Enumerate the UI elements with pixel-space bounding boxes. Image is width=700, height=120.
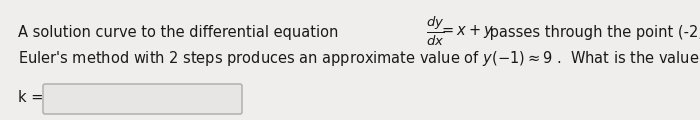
- Text: $= x + y$: $= x + y$: [439, 24, 494, 41]
- Text: A solution curve to the differential equation: A solution curve to the differential equ…: [18, 24, 338, 39]
- Text: k =: k =: [18, 90, 43, 105]
- Text: $\frac{dy}{dx}$: $\frac{dy}{dx}$: [426, 14, 444, 48]
- Text: Euler's method with 2 steps produces an approximate value of $y(-1) \approx 9$ .: Euler's method with 2 steps produces an …: [18, 48, 700, 67]
- Text: passes through the point (-2,k).  Using: passes through the point (-2,k). Using: [485, 24, 700, 39]
- FancyBboxPatch shape: [43, 84, 242, 114]
